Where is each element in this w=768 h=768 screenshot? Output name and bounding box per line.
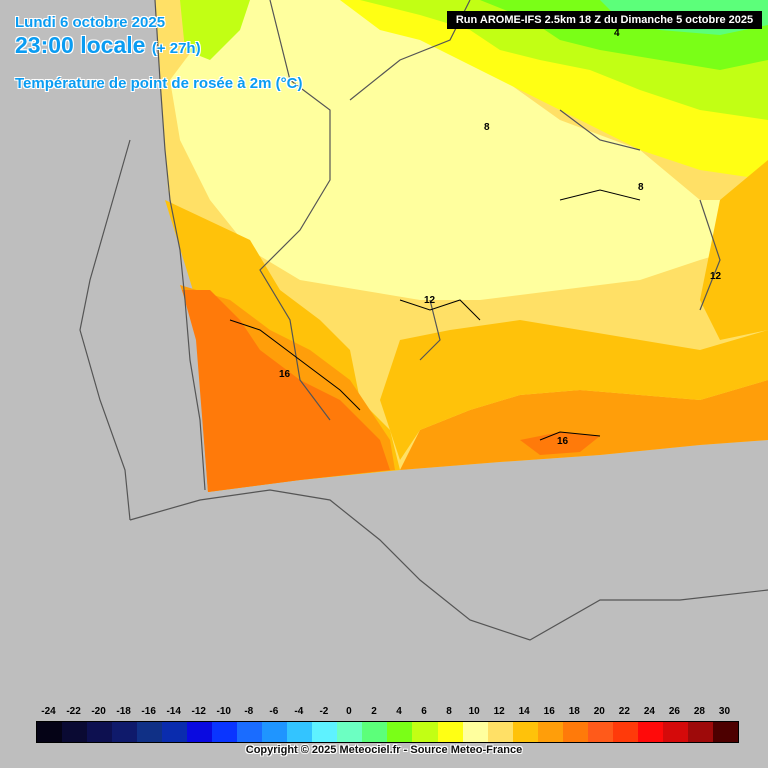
- zone-16-18-sw: [182, 290, 390, 492]
- legend-tick-label: 18: [568, 706, 580, 717]
- legend-color-segment: [687, 722, 713, 742]
- legend-tick-label: 16: [543, 706, 555, 717]
- legend-tick-label: 30: [718, 706, 731, 717]
- zone-14-16-south: [400, 380, 768, 470]
- legend-tick-label: -22: [66, 706, 81, 717]
- legend-tick-label: 20: [593, 706, 605, 717]
- legend-tick-label: -4: [294, 706, 304, 717]
- legend-color-segment: [337, 722, 363, 742]
- legend-tick-label: -12: [191, 706, 206, 717]
- legend-color-segment: [487, 722, 513, 742]
- legend-tick-label: 26: [668, 706, 680, 717]
- legend-color-segment: [512, 722, 538, 742]
- contour-label: 16: [279, 369, 291, 380]
- legend-tick-label: -20: [91, 706, 106, 717]
- contour-label: 8: [638, 182, 644, 193]
- legend-color-segment: [637, 722, 663, 742]
- contour-label: 16: [557, 436, 569, 447]
- legend-color-segment: [612, 722, 638, 742]
- legend-color-segment: [62, 722, 88, 742]
- legend-tick-labels: -24 -22 -20 -18 -16 -14 -12 -10 -8 -6 -4 -2 0 2 4 6 8 10 1…: [0, 706, 768, 720]
- forecast-offset: (+ 27h): [151, 40, 201, 57]
- contour-label: 12: [424, 295, 436, 306]
- legend-color-segment: [87, 722, 113, 742]
- legend-tick-label: -16: [141, 706, 156, 717]
- legend-tick-label: 4: [396, 706, 402, 717]
- zone-4-6-west: [180, 0, 250, 60]
- legend-tick-label: 2: [371, 706, 377, 717]
- legend-tick-label: 24: [643, 706, 655, 717]
- contour-label: 4: [614, 28, 620, 39]
- legend-tick-label: -6: [269, 706, 279, 717]
- legend-tick-label: 14: [518, 706, 530, 717]
- legend-color-segment: [312, 722, 338, 742]
- forecast-time: 23:00 locale (+ 27h): [15, 32, 201, 59]
- forecast-date: Lundi 6 octobre 2025: [15, 14, 166, 31]
- contour-label: 8: [484, 122, 490, 133]
- forecast-time-label: 23:00 locale: [15, 32, 146, 58]
- legend-color-segment: [537, 722, 563, 742]
- legend-color-segment: [37, 722, 63, 742]
- borders: [79, 0, 768, 641]
- legend-color-segment: [262, 722, 288, 742]
- legend-color-segment: [212, 722, 238, 742]
- legend-color-segment: [362, 722, 388, 742]
- legend-tick-label: -10: [216, 706, 231, 717]
- legend-color-segment: [187, 722, 213, 742]
- run-info-banner: Run AROME-IFS 2.5km 18 Z du Dimanche 5 o…: [447, 11, 762, 29]
- copyright-text: Copyright © 2025 Meteociel.fr - Source M…: [245, 744, 523, 756]
- parameter-title: Température de point de rosée à 2m (°C): [15, 75, 303, 92]
- legend-tick-label: -14: [166, 706, 181, 717]
- legend-tick-label: 6: [421, 706, 427, 717]
- legend-color-segment: [712, 722, 738, 742]
- legend-color-segment: [587, 722, 613, 742]
- contour-labels: 4 8 8 12 12 16 16: [279, 28, 722, 447]
- zone-10-12: [170, 0, 768, 300]
- legend-tick-label: -8: [244, 706, 254, 717]
- legend-tick-label: 0: [346, 706, 352, 717]
- legend-tick-label: 12: [493, 706, 505, 717]
- legend-color-segment: [437, 722, 463, 742]
- legend-color-segment: [662, 722, 688, 742]
- legend-tick-label: -18: [116, 706, 131, 717]
- legend-tick-label: -24: [41, 706, 56, 717]
- color-scale-bar: [36, 721, 739, 743]
- legend-tick-label: 22: [618, 706, 630, 717]
- legend-color-segment: [137, 722, 163, 742]
- zone-12-14-south: [380, 320, 768, 460]
- contour-label: 12: [710, 271, 722, 282]
- legend-color-segment: [462, 722, 488, 742]
- legend-color-segment: [562, 722, 588, 742]
- legend-color-segment: [387, 722, 413, 742]
- legend-tick-label: 8: [446, 706, 452, 717]
- legend-color-segment: [237, 722, 263, 742]
- zone-16-18-south: [520, 432, 600, 455]
- legend-tick-label: 10: [468, 706, 480, 717]
- legend-color-segment: [112, 722, 138, 742]
- legend-tick-label: 28: [693, 706, 705, 717]
- contours: [229, 189, 641, 441]
- legend-color-segment: [162, 722, 188, 742]
- legend-color-segment: [287, 722, 313, 742]
- legend-tick-label: -2: [319, 706, 329, 717]
- legend-color-segment: [412, 722, 438, 742]
- zone-12-14-east: [700, 160, 768, 340]
